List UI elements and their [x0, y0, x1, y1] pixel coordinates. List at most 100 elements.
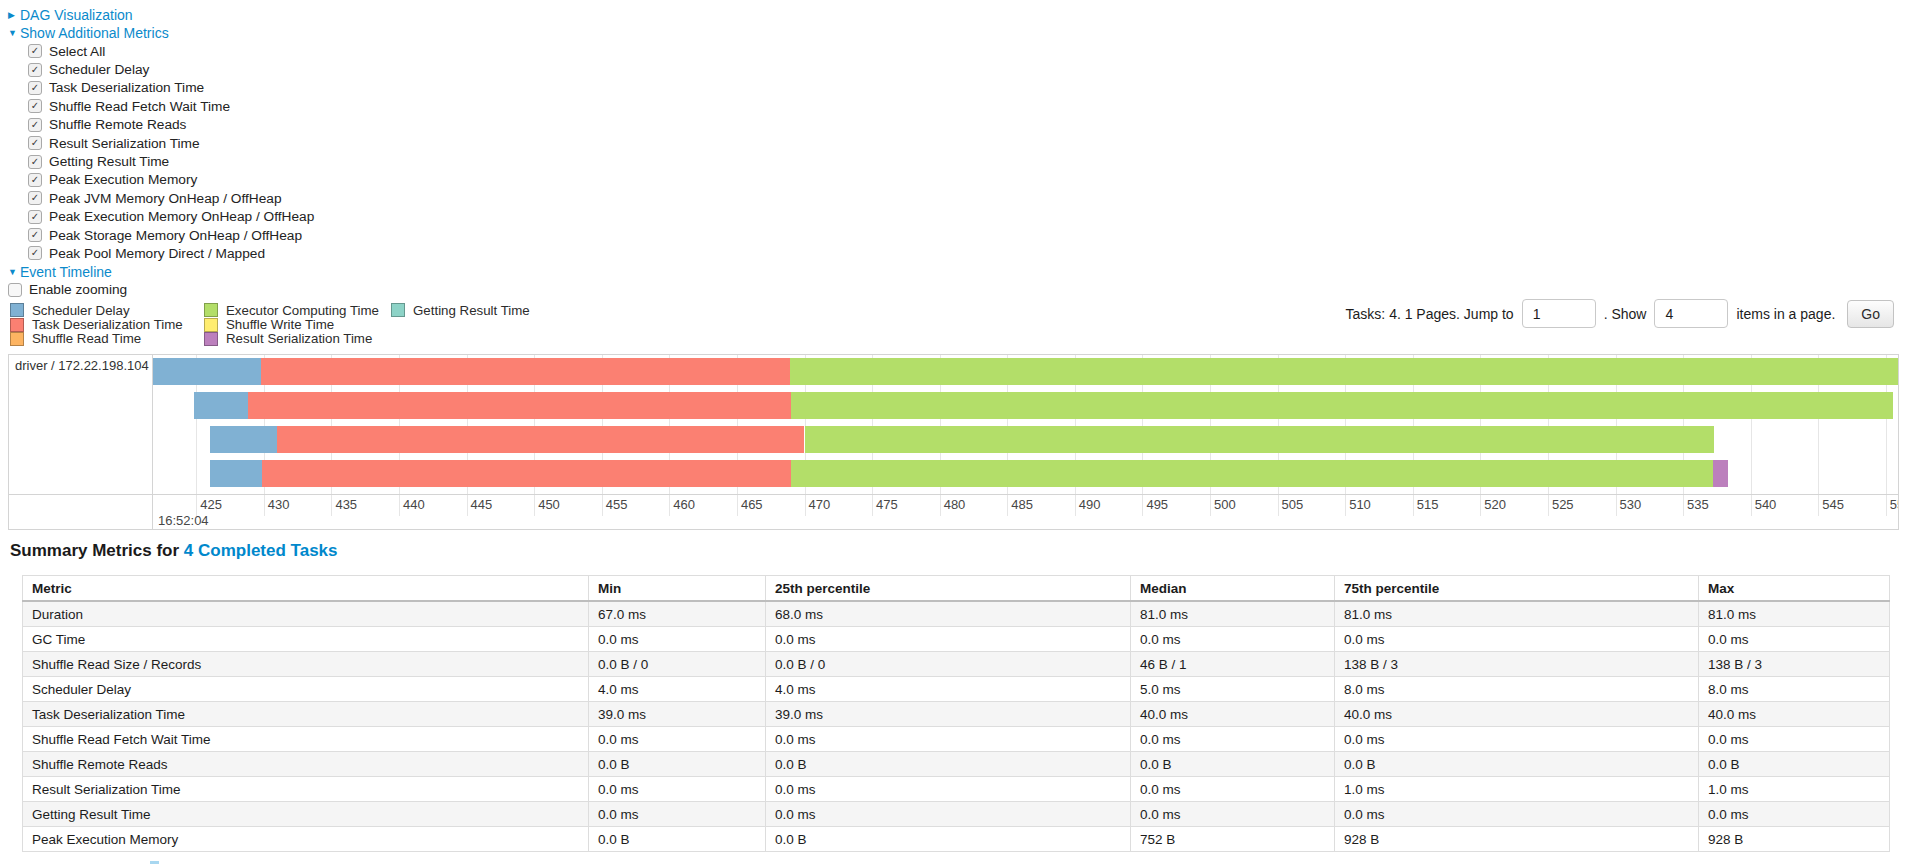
- event-timeline-toggle[interactable]: ▼ Event Timeline: [8, 263, 314, 281]
- event-timeline-chart: driver / 172.22.198.104 4254304354404454…: [8, 354, 1899, 530]
- timeline-segment-executor_computing_time[interactable]: [805, 426, 1715, 453]
- timeline-segment-task_deserialization_time[interactable]: [261, 358, 790, 385]
- metric-name-cell: Duration: [23, 601, 589, 627]
- metric-value-cell: 0.0 B / 0: [766, 652, 1131, 677]
- metric-value-cell: 0.0 ms: [1699, 627, 1890, 652]
- checkbox-checked-icon[interactable]: ✓: [28, 63, 42, 77]
- checkbox-checked-icon[interactable]: ✓: [28, 99, 42, 113]
- checkbox-checked-icon[interactable]: ✓: [28, 173, 42, 187]
- metric-value-cell: 0.0 B / 0: [589, 652, 766, 677]
- timeline-segment-scheduler_delay[interactable]: [153, 358, 261, 385]
- metric-value-cell: 138 B / 3: [1699, 652, 1890, 677]
- enable-zooming-checkbox[interactable]: Enable zooming: [8, 281, 314, 299]
- dag-visualization-label: DAG Visualization: [20, 7, 133, 23]
- timeline-segment-result_serialization_time[interactable]: [1713, 460, 1728, 487]
- metric-checkbox-item[interactable]: ✓Peak Execution Memory: [8, 171, 314, 189]
- metric-checkbox-item[interactable]: ✓ Task Deserialization Time: [8, 79, 314, 97]
- metric-value-cell: 1.0 ms: [1699, 777, 1890, 802]
- axis-tick-label: 525: [1552, 497, 1574, 512]
- completed-tasks-link[interactable]: 4 Completed Tasks: [184, 541, 338, 560]
- timeline-task-row: [153, 426, 1898, 453]
- axis-tick-label: 430: [268, 497, 290, 512]
- metric-checkbox-label: Scheduler Delay: [49, 62, 149, 77]
- legend-label: Executor Computing Time: [226, 303, 379, 318]
- axis-tick-label: 475: [876, 497, 898, 512]
- timeline-segment-task_deserialization_time[interactable]: [248, 392, 791, 419]
- metric-checkbox-label: Shuffle Remote Reads: [49, 117, 186, 132]
- metric-value-cell: 0.0 ms: [766, 802, 1131, 827]
- metric-value-cell: 4.0 ms: [766, 677, 1131, 702]
- enable-zooming-label: Enable zooming: [29, 282, 127, 297]
- metric-name-cell: Peak Execution Memory: [23, 827, 589, 852]
- metric-value-cell: 46 B / 1: [1131, 652, 1335, 677]
- metric-checkbox-item[interactable]: ✓Peak Storage Memory OnHeap / OffHeap: [8, 226, 314, 244]
- metric-checkbox-label: Getting Result Time: [49, 154, 169, 169]
- legend-swatch-task_deserialization_time: [10, 318, 24, 332]
- timeline-segment-task_deserialization_time[interactable]: [277, 426, 804, 453]
- checkbox-checked-icon[interactable]: ✓: [28, 44, 42, 58]
- timeline-segment-task_deserialization_time[interactable]: [262, 460, 791, 487]
- table-header-cell: 25th percentile: [766, 576, 1131, 602]
- legend-swatch-shuffle_write_time: [204, 318, 218, 332]
- checkbox-checked-icon[interactable]: ✓: [28, 191, 42, 205]
- legend-label: Getting Result Time: [413, 303, 530, 318]
- axis-tick-label: 440: [403, 497, 425, 512]
- timeline-segment-scheduler_delay[interactable]: [210, 426, 278, 453]
- timeline-segment-scheduler_delay[interactable]: [210, 460, 263, 487]
- metric-checkbox-item[interactable]: ✓ Peak Pool Memory Direct / Mapped: [8, 244, 314, 262]
- metric-checkbox-item[interactable]: ✓Peak Execution Memory OnHeap / OffHeap: [8, 208, 314, 226]
- go-button[interactable]: Go: [1847, 300, 1894, 328]
- metric-value-cell: 0.0 ms: [766, 777, 1131, 802]
- metric-value-cell: 81.0 ms: [1335, 601, 1699, 627]
- legend-swatch-getting_result_time: [391, 303, 405, 317]
- legend-column: Scheduler DelayTask Deserialization Time…: [10, 303, 204, 346]
- dag-visualization-toggle[interactable]: ▶ DAG Visualization: [8, 6, 314, 24]
- metric-checkbox-item[interactable]: ✓ Getting Result Time: [8, 152, 314, 170]
- table-row: GC Time0.0 ms0.0 ms0.0 ms0.0 ms0.0 ms: [23, 627, 1890, 652]
- checkbox-unchecked-icon[interactable]: [8, 283, 22, 297]
- metric-checkbox-item[interactable]: ✓ Shuffle Remote Reads: [8, 116, 314, 134]
- metric-checkbox-item[interactable]: ✓ Scheduler Delay: [8, 60, 314, 78]
- timeline-segment-scheduler_delay[interactable]: [194, 392, 248, 419]
- metric-value-cell: 40.0 ms: [1131, 702, 1335, 727]
- metric-value-cell: 39.0 ms: [766, 702, 1131, 727]
- timeline-axis-labels: 4254304354404454504554604654704754804854…: [153, 497, 1898, 529]
- checkbox-checked-icon[interactable]: ✓: [28, 246, 42, 260]
- metric-value-cell: 0.0 B: [589, 827, 766, 852]
- metric-value-cell: 68.0 ms: [766, 601, 1131, 627]
- metric-value-cell: 0.0 B: [589, 752, 766, 777]
- checkbox-checked-icon[interactable]: ✓: [28, 228, 42, 242]
- metric-value-cell: 0.0 B: [766, 752, 1131, 777]
- checkbox-checked-icon[interactable]: ✓: [28, 81, 42, 95]
- metric-checkbox-label: Select All: [49, 44, 105, 59]
- timeline-segment-executor_computing_time[interactable]: [790, 358, 1898, 385]
- timeline-segment-executor_computing_time[interactable]: [791, 460, 1713, 487]
- metric-value-cell: 40.0 ms: [1699, 702, 1890, 727]
- metric-checkbox-label: Task Deserialization Time: [49, 80, 204, 95]
- checkbox-checked-icon[interactable]: ✓: [28, 155, 42, 169]
- timeline-task-row: [153, 392, 1898, 419]
- table-row: Shuffle Remote Reads0.0 B0.0 B0.0 B0.0 B…: [23, 752, 1890, 777]
- axis-tick-label: 535: [1687, 497, 1709, 512]
- metric-checkbox-item[interactable]: ✓Shuffle Read Fetch Wait Time: [8, 97, 314, 115]
- jump-to-page-input[interactable]: [1522, 299, 1596, 328]
- checkbox-checked-icon[interactable]: ✓: [28, 136, 42, 150]
- metric-checkbox-item[interactable]: ✓Peak JVM Memory OnHeap / OffHeap: [8, 189, 314, 207]
- timeline-segment-executor_computing_time[interactable]: [791, 392, 1893, 419]
- summary-metrics-table: MetricMin25th percentileMedian75th perce…: [22, 575, 1890, 852]
- axis-tick-label: 520: [1484, 497, 1506, 512]
- checkbox-checked-icon[interactable]: ✓: [28, 210, 42, 224]
- show-additional-metrics-toggle[interactable]: ▼ Show Additional Metrics: [8, 24, 314, 42]
- metric-value-cell: 1.0 ms: [1335, 777, 1699, 802]
- items-per-page-input[interactable]: [1654, 299, 1728, 328]
- metric-checkbox-label: Peak Pool Memory Direct / Mapped: [49, 246, 265, 261]
- metric-value-cell: 40.0 ms: [1335, 702, 1699, 727]
- checkbox-checked-icon[interactable]: ✓: [28, 118, 42, 132]
- metric-checkbox-item[interactable]: ✓ Select All: [8, 42, 314, 60]
- metric-checkbox-item[interactable]: ✓Result Serialization Time: [8, 134, 314, 152]
- axis-tick-label: 485: [1011, 497, 1033, 512]
- items-in-page-text: items in a page.: [1736, 306, 1835, 322]
- metric-value-cell: 8.0 ms: [1335, 677, 1699, 702]
- additional-metrics-checkbox-list: ✓ Select All ✓ Scheduler Delay ✓ Task Deseria…: [8, 42, 314, 263]
- table-header-cell: 75th percentile: [1335, 576, 1699, 602]
